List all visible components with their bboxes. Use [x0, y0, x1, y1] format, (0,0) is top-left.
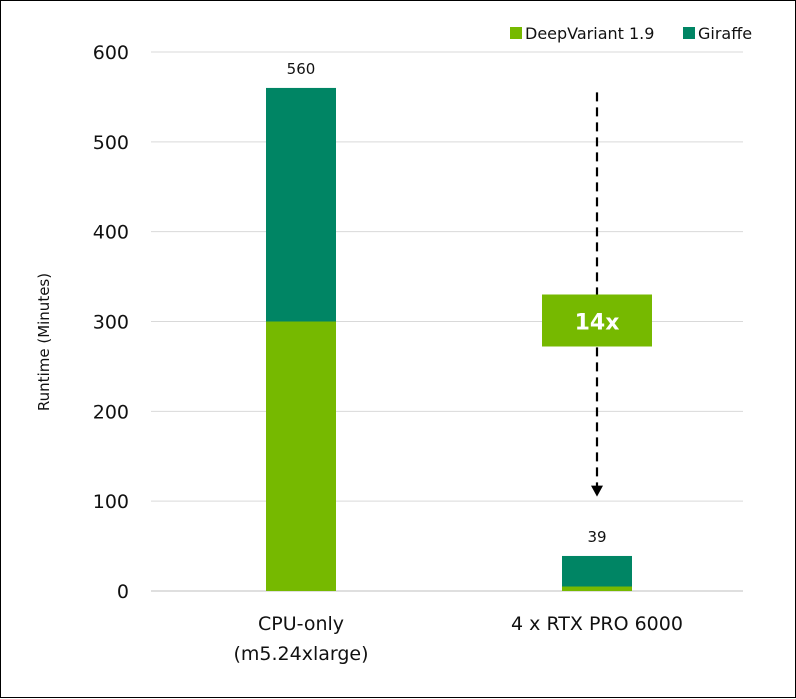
- x-category-label-0-0: CPU-only: [258, 613, 344, 635]
- x-category-label-1-0: 4 x RTX PRO 6000: [511, 613, 683, 635]
- y-tick-label-0: 0: [117, 581, 129, 603]
- data-label-total-1: 39: [587, 528, 606, 546]
- y-tick-label-200: 200: [93, 401, 129, 423]
- speedup-box: [542, 294, 652, 347]
- y-tick-label-600: 600: [93, 42, 129, 64]
- speedup-label: 14x: [575, 311, 620, 336]
- bar-deepvariant-1-9-1: [562, 586, 632, 591]
- y-tick-label-100: 100: [93, 491, 129, 513]
- bar-giraffe-1: [562, 555, 632, 587]
- legend-label-deepvariant-1-9: DeepVariant 1.9: [525, 24, 654, 43]
- y-tick-label-300: 300: [93, 312, 129, 334]
- bar-deepvariant-1-9-0: [266, 321, 336, 591]
- legend-label-giraffe: Giraffe: [698, 24, 752, 43]
- legend-swatch-deepvariant-1-9: [510, 27, 522, 39]
- speedup-arrowhead: [591, 485, 603, 497]
- data-label-total-0: 560: [287, 60, 316, 78]
- y-axis-label: Runtime (Minutes): [35, 273, 53, 411]
- legend-swatch-giraffe: [683, 27, 695, 39]
- x-category-label-0-1: (m5.24xlarge): [233, 643, 368, 665]
- y-tick-label-400: 400: [93, 222, 129, 244]
- bar-giraffe-0: [266, 87, 336, 322]
- y-tick-label-500: 500: [93, 132, 129, 154]
